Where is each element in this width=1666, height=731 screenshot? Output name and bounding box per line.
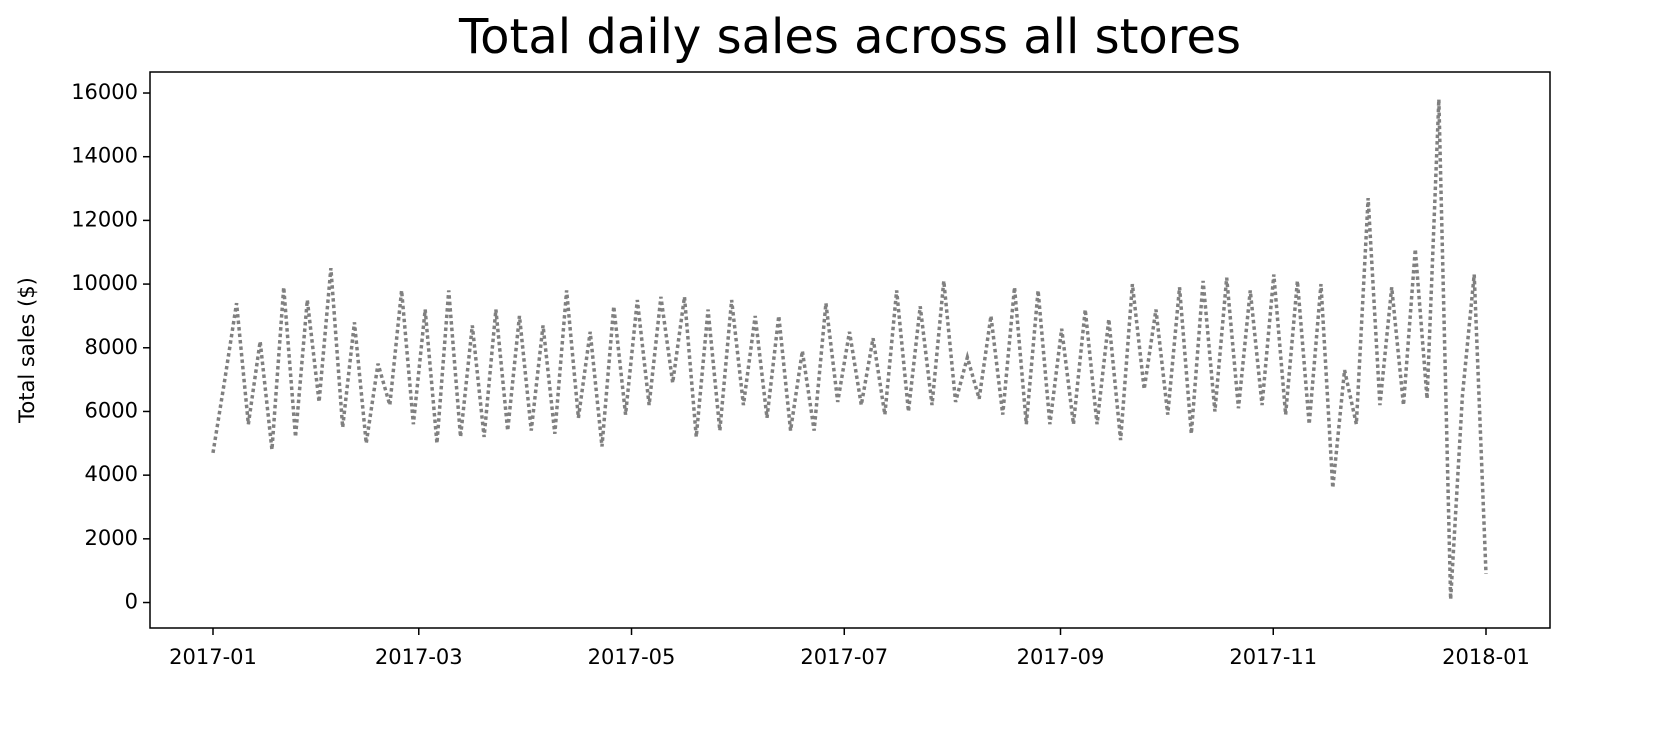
y-tick-label: 12000: [71, 207, 138, 231]
x-tick-label: 2017-07: [800, 645, 888, 669]
plot-frame: [149, 71, 1551, 629]
y-tick-label: 0: [125, 590, 138, 614]
chart-title: Total daily sales across all stores: [458, 9, 1241, 65]
x-tick-label: 2017-01: [169, 645, 257, 669]
y-axis-label: Total sales ($): [15, 277, 39, 424]
x-tick-label: 2018-01: [1442, 645, 1530, 669]
y-tick-label: 10000: [71, 271, 138, 295]
x-tick-label: 2017-11: [1229, 645, 1317, 669]
y-tick-label: 8000: [85, 335, 138, 359]
sales-line: [211, 99, 1488, 600]
x-tick-label: 2017-09: [1017, 645, 1105, 669]
y-tick-label: 14000: [71, 144, 138, 168]
y-tick-label: 16000: [71, 80, 138, 104]
x-tick-label: 2017-03: [375, 645, 463, 669]
x-tick-label: 2017-05: [588, 645, 676, 669]
y-tick-label: 6000: [85, 398, 138, 422]
y-tick-label: 2000: [85, 526, 138, 550]
y-tick-label: 4000: [85, 462, 138, 486]
